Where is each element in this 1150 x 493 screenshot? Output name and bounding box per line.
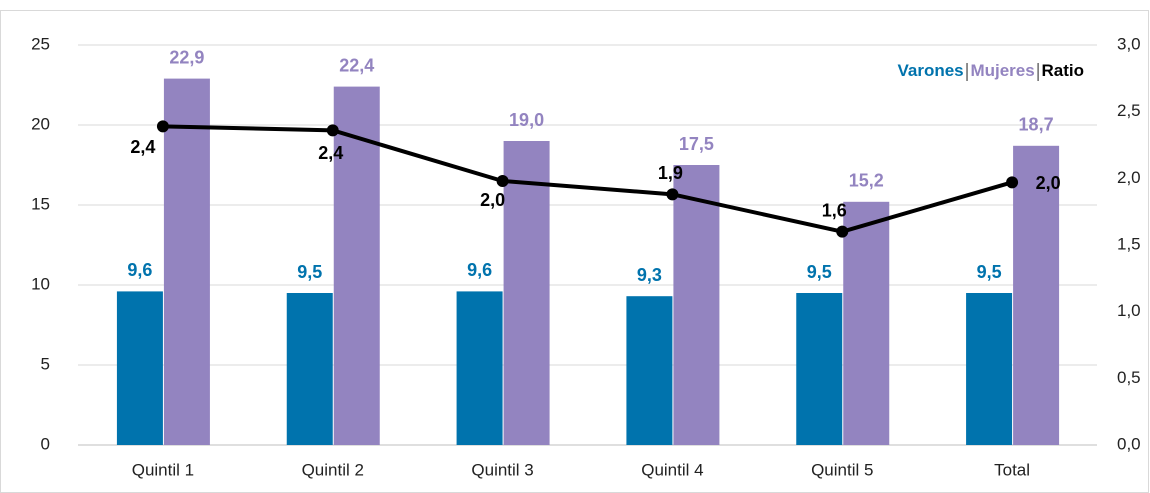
y2-tick-label: 1,0 [1117, 301, 1141, 320]
y2-tick-label: 1,5 [1117, 234, 1141, 253]
bar-value-label: 9,3 [637, 265, 662, 285]
x-tick-label: Quintil 5 [811, 460, 873, 479]
bar [163, 78, 210, 445]
line-value-label: 1,6 [822, 200, 847, 220]
x-tick-label: Quintil 1 [132, 460, 194, 479]
line-value-label: 1,9 [658, 163, 683, 183]
bar [286, 293, 333, 445]
y-tick-label: 10 [31, 274, 50, 293]
bar-value-label: 9,5 [297, 262, 322, 282]
bar [626, 296, 673, 445]
bar-value-label: 17,5 [679, 134, 714, 154]
bar [966, 293, 1013, 445]
y2-tick-label: 3,0 [1117, 34, 1141, 53]
y-tick-label: 25 [31, 34, 50, 53]
bar-value-label: 9,5 [977, 262, 1002, 282]
bar-value-label: 19,0 [509, 110, 544, 130]
line-value-label: 2,4 [130, 137, 155, 157]
bar [333, 86, 380, 445]
y-tick-label: 5 [41, 354, 50, 373]
ratio-line [162, 124, 1013, 234]
bar [673, 165, 720, 445]
ratio-point [496, 175, 509, 187]
y-tick-label: 15 [31, 194, 50, 213]
bar [456, 291, 503, 445]
ratio-point [326, 124, 339, 137]
bar-value-label: 15,2 [849, 171, 884, 191]
bar [796, 293, 843, 445]
ratio-point [666, 188, 679, 201]
bar [503, 141, 550, 445]
bar-value-label: 22,9 [169, 47, 204, 67]
y2-tick-label: 2,0 [1117, 168, 1141, 187]
bar-value-label: 22,4 [339, 55, 374, 75]
y2-tick-label: 0,0 [1117, 434, 1141, 453]
legend: Varones Mujeres Ratio [897, 61, 1084, 80]
bar [116, 291, 163, 445]
ratio-point [156, 120, 169, 133]
ratio-point [1006, 176, 1019, 189]
bar [843, 201, 890, 445]
line-value-label: 2,0 [480, 190, 505, 210]
legend-entry: Ratio [1042, 61, 1085, 80]
x-tick-label: Quintil 3 [471, 460, 533, 479]
bar-value-label: 9,5 [807, 262, 832, 282]
y-tick-label: 20 [31, 114, 50, 133]
y2-tick-label: 2,5 [1117, 101, 1141, 120]
line-value-label: 2,4 [318, 143, 343, 163]
y2-tick-label: 0,5 [1117, 368, 1141, 387]
ratio-point [836, 225, 849, 238]
y-tick-label: 0 [41, 434, 50, 453]
x-tick-label: Quintil 4 [641, 460, 703, 479]
bar-value-label: 18,7 [1019, 115, 1054, 135]
x-tick-label: Quintil 2 [302, 460, 364, 479]
bar [1013, 145, 1060, 446]
legend-entry: Mujeres [970, 61, 1034, 80]
legend-entry: Varones [897, 61, 963, 80]
line-value-label: 2,0 [1036, 173, 1061, 193]
bar-value-label: 9,6 [127, 260, 152, 280]
x-tick-label: Total [994, 460, 1030, 479]
bar-value-label: 9,6 [467, 260, 492, 280]
